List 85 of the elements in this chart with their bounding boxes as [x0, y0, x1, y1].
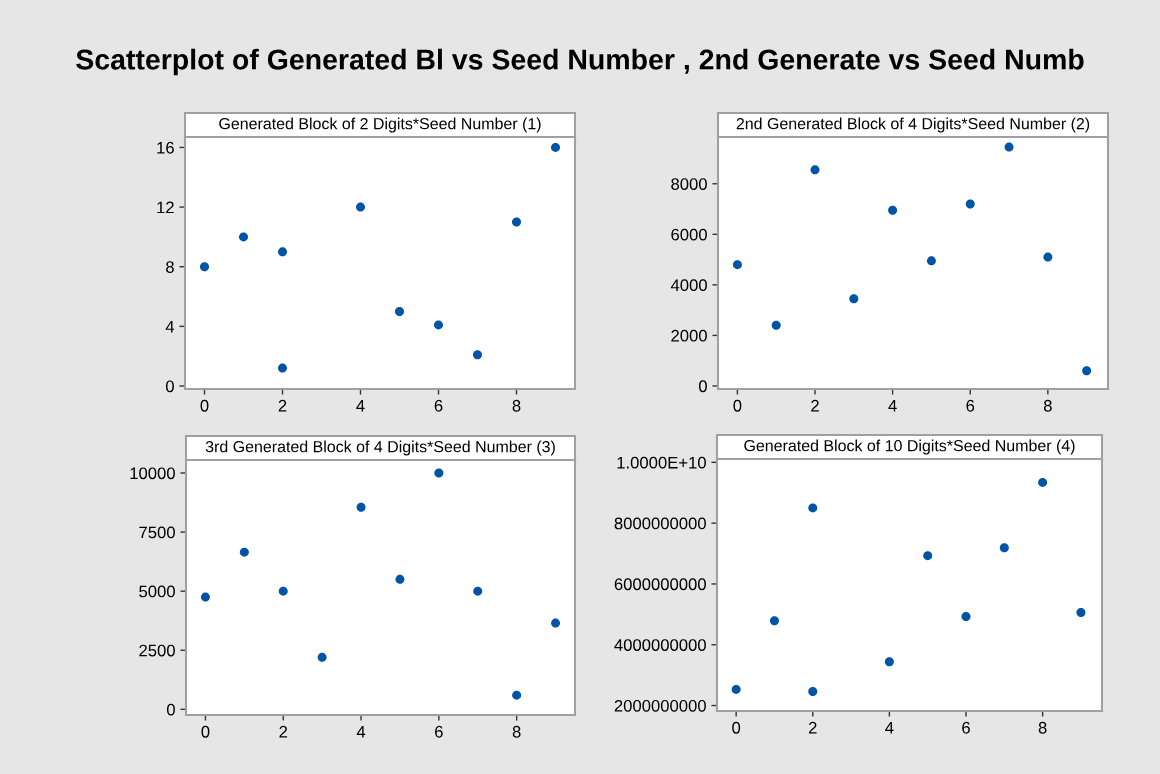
y-tick-label: 0	[165, 380, 174, 393]
y-tick-label: 8	[166, 261, 174, 273]
point	[888, 205, 898, 215]
point	[473, 350, 482, 360]
y-tick-label: 2500	[139, 644, 175, 657]
x-tick-label: 6	[435, 725, 443, 738]
x-tick-label: 4	[356, 400, 365, 412]
y-tick-label: 6000	[671, 228, 707, 241]
point	[239, 232, 248, 242]
y-tick-label: 16	[157, 141, 174, 154]
x-tick-label: 2	[278, 399, 287, 412]
y-tick-label: 10000	[130, 467, 175, 480]
chart-title: 2nd Generated Block of 4 Digits*Seed Number (2)	[736, 117, 1090, 133]
y-tick-label: 6000000000	[614, 578, 706, 591]
point	[551, 618, 561, 628]
point	[239, 547, 249, 557]
point	[395, 306, 404, 316]
point	[808, 503, 818, 513]
point	[771, 320, 781, 330]
point	[884, 657, 894, 667]
point	[434, 320, 443, 330]
y-tick-label: 4000000000	[614, 639, 706, 651]
x-tick-label: 6	[434, 399, 443, 412]
point	[551, 142, 560, 152]
y-tick-label: 0	[166, 703, 175, 716]
point	[278, 247, 287, 257]
point	[808, 687, 818, 697]
x-tick-label: 0	[733, 399, 742, 412]
x-tick-label: 6	[966, 399, 975, 412]
x-tick-label: 8	[1043, 399, 1052, 412]
x-tick-label: 0	[200, 399, 209, 412]
point	[1082, 366, 1092, 376]
point	[473, 586, 483, 596]
y-tick-label: 8000	[671, 178, 707, 190]
point	[278, 363, 287, 373]
chart-title: Generated Block of 10 Digits*Seed Number (4)	[744, 439, 1075, 455]
text: Scatterplot of Generated Bl vs Seed Number , 2nd Generate vs Seed Numb	[76, 48, 1084, 76]
y-tick-label: 7500	[139, 526, 175, 539]
point	[849, 294, 859, 304]
point	[732, 260, 742, 270]
y-tick-label: 8000000000	[614, 517, 706, 530]
point	[923, 551, 933, 561]
x-tick-label: 4	[885, 722, 894, 734]
x-tick-label: 8	[512, 399, 521, 412]
point	[200, 592, 210, 602]
x-tick-label: 0	[732, 721, 741, 734]
y-tick-label: 1.0000E+10	[617, 456, 706, 469]
point	[434, 468, 444, 478]
chart-title: 3rd Generated Block of 4 Digits*Seed Number (3)	[205, 440, 555, 456]
x-tick-label: 0	[201, 725, 210, 738]
y-tick-label: 5000	[139, 585, 175, 598]
y-tick-label: 12	[157, 201, 174, 214]
point	[278, 586, 288, 596]
x-tick-label: 6	[962, 721, 970, 734]
y-tick-label: 2000000000	[614, 699, 706, 712]
point	[395, 574, 405, 584]
point	[1038, 477, 1048, 487]
x-tick-label: 2	[279, 725, 288, 738]
point	[512, 217, 521, 227]
point	[769, 616, 779, 626]
point	[356, 502, 366, 512]
x-tick-label: 2	[811, 399, 819, 412]
point	[999, 543, 1009, 553]
y-tick-label: 4	[165, 320, 175, 333]
point	[1076, 608, 1086, 618]
x-tick-label: 8	[1038, 721, 1047, 734]
point	[356, 202, 365, 212]
y-tick-label: 4000	[670, 279, 707, 292]
x-tick-label: 4	[356, 726, 366, 738]
point	[810, 165, 820, 175]
x-tick-label: 4	[888, 400, 897, 412]
point	[965, 199, 975, 209]
y-tick-label: 0	[698, 380, 707, 393]
point	[200, 262, 209, 272]
chart-title: Generated Block of 2 Digits*Seed Number (1)	[219, 117, 541, 133]
point	[317, 652, 327, 662]
point	[1043, 252, 1053, 262]
point	[926, 256, 936, 266]
x-tick-label: 2	[808, 721, 817, 734]
point	[512, 690, 522, 700]
x-tick-label: 8	[512, 725, 521, 738]
y-tick-label: 2000	[671, 329, 707, 342]
point	[1004, 142, 1014, 152]
point	[731, 684, 741, 694]
point	[961, 611, 971, 621]
